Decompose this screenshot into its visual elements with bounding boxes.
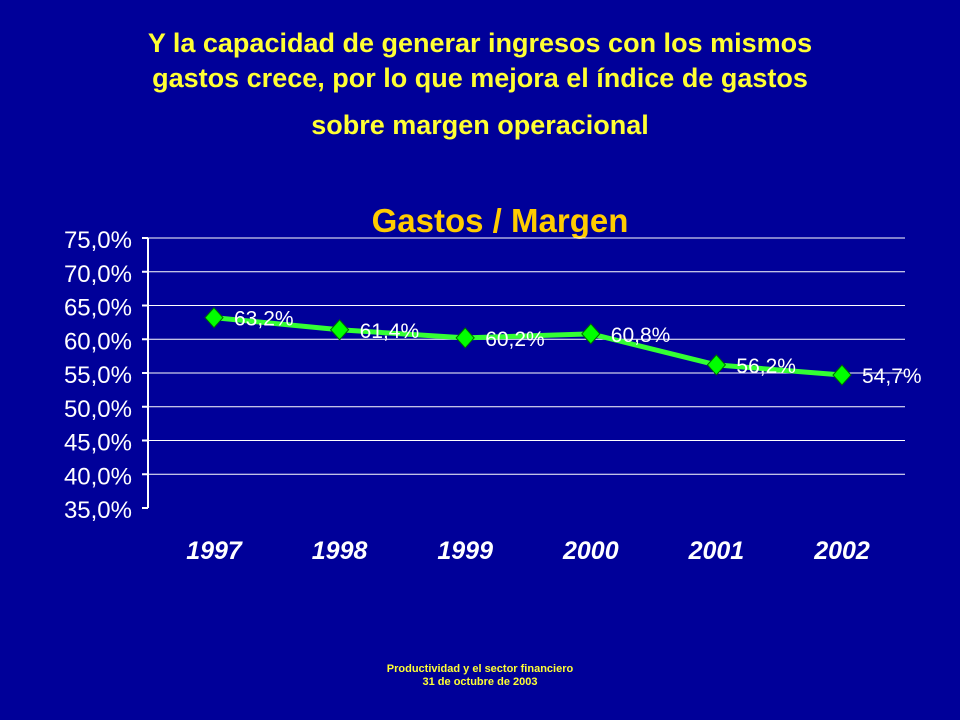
markers	[204, 306, 852, 386]
x-tick-labels: 1997 1998 1999 2000 2001 2002	[186, 537, 870, 565]
y-tick-label: 70,0%	[64, 261, 132, 288]
data-point-marker	[832, 364, 852, 386]
x-tick-label: 2002	[813, 537, 870, 565]
data-point-marker	[455, 327, 475, 349]
y-tick-label: 35,0%	[64, 497, 132, 524]
x-tick-label: 1997	[186, 537, 243, 565]
gridlines	[148, 237, 905, 475]
data-point-marker	[204, 306, 224, 329]
y-tick-label: 45,0%	[64, 430, 132, 457]
data-label: 63,2%	[234, 308, 294, 331]
slide-title-line-3: sobre margen operacional	[311, 110, 649, 141]
footer-line-2: 31 de octubre de 2003	[422, 675, 538, 688]
data-point-marker	[329, 319, 350, 341]
data-point-marker	[706, 354, 727, 376]
y-tick-label: 60,0%	[64, 328, 132, 355]
data-label: 56,2%	[736, 355, 796, 378]
footer: Productividad y el sector financiero 31 …	[330, 663, 630, 688]
y-tick-label: 55,0%	[64, 362, 132, 389]
x-tick-label: 2001	[688, 537, 745, 565]
data-labels: 63,2% 61,4% 60,2% 60,8% 56,2% 54,7%	[234, 308, 922, 388]
y-tick-label: 75,0%	[64, 227, 132, 254]
series-line	[213, 315, 843, 378]
slide-title: Y la capacidad de generar ingresos con l…	[40, 26, 920, 143]
data-label: 60,8%	[611, 324, 671, 347]
y-tick-label: 50,0%	[64, 396, 132, 423]
data-label: 61,4%	[360, 320, 420, 343]
x-tick-label: 1998	[312, 537, 368, 565]
data-point-marker	[581, 323, 601, 345]
slide-title-line-1: Y la capacidad de generar ingresos con l…	[147, 28, 813, 58]
y-tick-labels: 35,0% 40,0% 45,0% 50,0% 55,0% 60,0% 65,0% 70,0%…	[64, 227, 132, 524]
x-tick-label: 2000	[562, 537, 619, 565]
y-tick-label: 65,0%	[64, 295, 132, 322]
chart-title: Gastos / Margen	[372, 202, 629, 239]
data-label: 60,2%	[485, 328, 545, 351]
series-line-group	[213, 315, 843, 378]
slide-title-line-2: gastos crece, por lo que mejora el índic…	[152, 63, 808, 94]
y-axis	[142, 237, 149, 509]
x-tick-label: 1999	[437, 537, 493, 565]
y-tick-label: 40,0%	[64, 463, 132, 490]
footer-line-1: Productividad y el sector financiero	[386, 663, 574, 675]
data-label: 54,7%	[862, 365, 922, 388]
